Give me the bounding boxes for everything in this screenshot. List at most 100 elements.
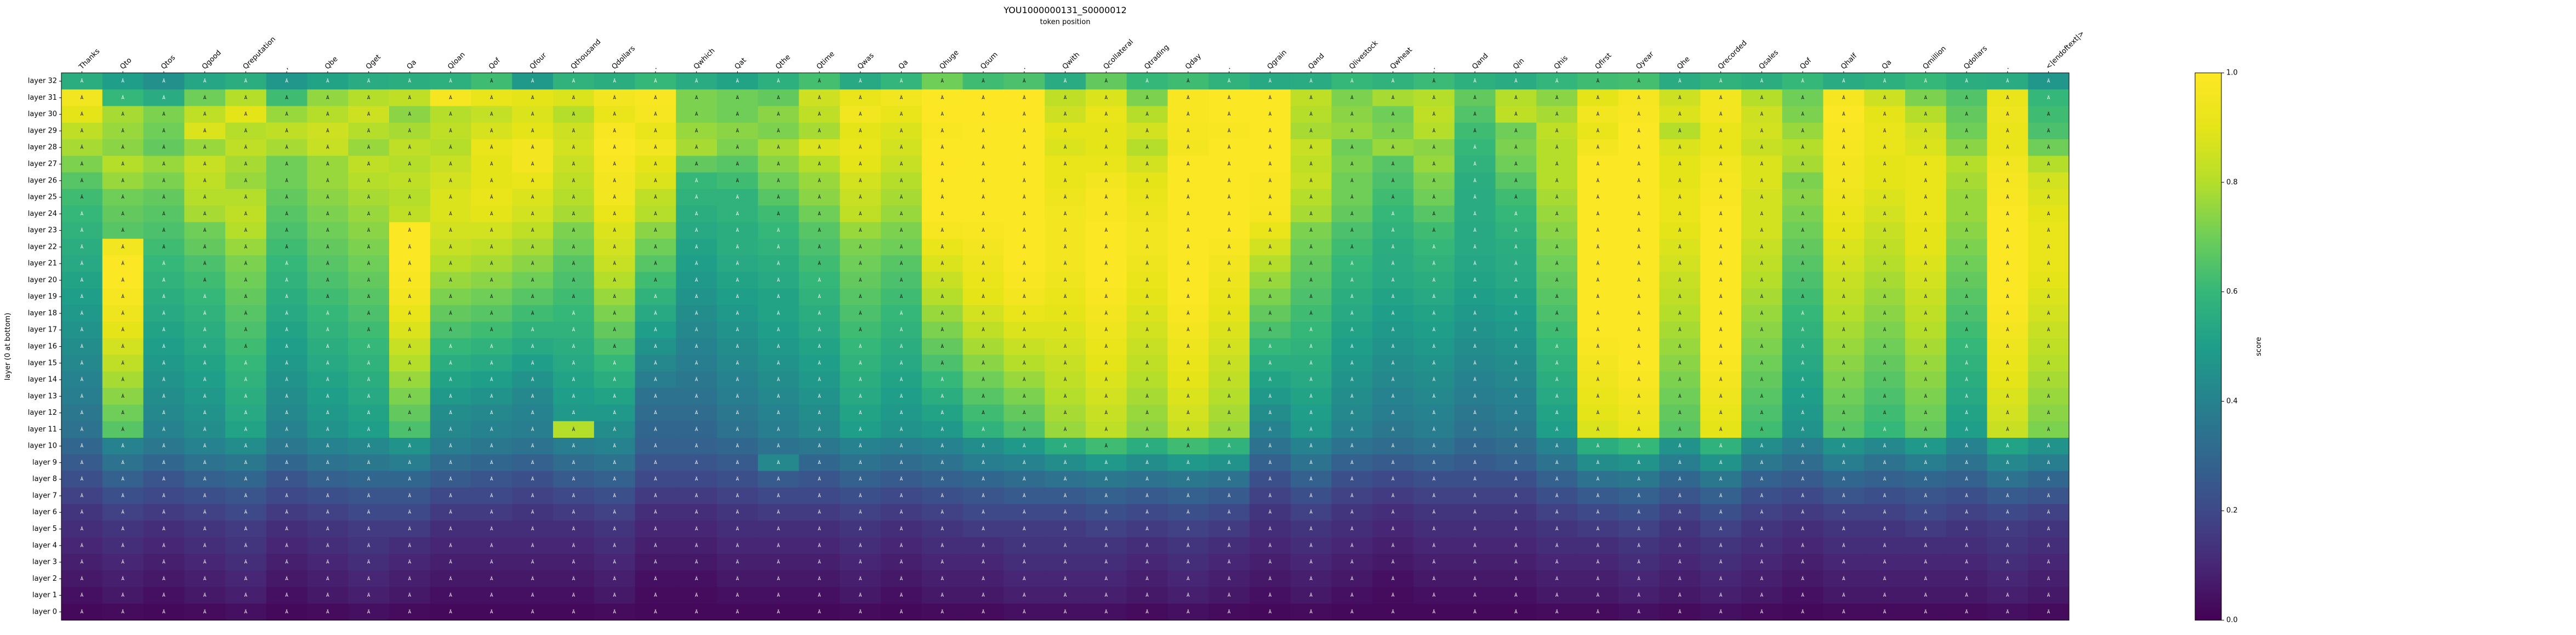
cell-label: Ä [941, 211, 944, 216]
cell-label: Ä [1145, 510, 1149, 515]
cell-label: Ä [1350, 510, 1354, 515]
heatmap-cell [840, 122, 881, 140]
cell-label: Ä [1473, 559, 1477, 565]
heatmap-cell [102, 106, 144, 123]
cell-label: Ä [1760, 261, 1764, 266]
cell-label: Ä [1064, 510, 1067, 515]
cell-label: Ä [1842, 443, 1845, 449]
cell-label: Ä [2047, 426, 2050, 432]
cell-label: Ä [408, 145, 412, 150]
heatmap-cell [1331, 106, 1373, 123]
cell-label: Ä [203, 327, 207, 333]
heatmap-cell [1454, 139, 1496, 156]
cell-label: Ä [1433, 443, 1436, 449]
heatmap-cell [1249, 188, 1291, 206]
cell-label: Ä [162, 161, 166, 167]
cell-label: Ä [2006, 344, 2009, 349]
cell-label: Ä [1678, 310, 1682, 316]
cell-label: Ä [244, 559, 248, 565]
cell-label: Ä [1145, 211, 1149, 216]
cell-label: Ä [1514, 261, 1518, 266]
heatmap-cell [1045, 188, 1086, 206]
cell-label: Ä [736, 493, 739, 498]
cell-label: Ä [1719, 377, 1723, 382]
cell-label: Ä [859, 78, 862, 84]
heatmap-cell [1987, 172, 2028, 190]
x-tick-label: Qtos [159, 54, 177, 71]
cell-label: Ä [244, 178, 248, 183]
cell-label: Ä [1269, 261, 1272, 266]
cell-label: Ä [982, 360, 985, 365]
cell-label: Ä [1350, 161, 1354, 167]
cell-label: Ä [695, 526, 698, 531]
cell-label: Ä [408, 393, 412, 399]
cell-label: Ä [1801, 476, 1804, 482]
cell-label: Ä [1228, 559, 1231, 565]
cell-label: Ä [1145, 178, 1149, 183]
cell-label: Ä [1105, 360, 1108, 365]
x-tick-label: Qand [1307, 52, 1326, 71]
heatmap-cell [1782, 73, 1823, 90]
cell-label: Ä [162, 360, 166, 365]
heatmap-cell [512, 106, 554, 123]
cell-label: Ä [203, 128, 207, 133]
cell-label: Ä [162, 460, 166, 465]
cell-label: Ä [818, 476, 821, 482]
cell-label: Ä [1965, 244, 1968, 249]
cell-label: Ä [1392, 111, 1395, 117]
y-tick-label: layer 20 [28, 276, 57, 284]
cell-label: Ä [326, 410, 329, 415]
cell-label: Ä [1145, 344, 1149, 349]
cell-label: Ä [1269, 576, 1272, 581]
cell-label: Ä [818, 261, 821, 266]
cell-label: Ä [121, 327, 124, 333]
cell-label: Ä [1678, 111, 1682, 117]
cell-label: Ä [244, 277, 248, 283]
cell-label: Ä [613, 294, 616, 299]
cell-label: Ä [1924, 78, 1928, 84]
cell-label: Ä [1433, 377, 1436, 382]
cell-label: Ä [941, 460, 944, 465]
cell-label: Ä [1637, 410, 1640, 415]
cell-label: Ä [1433, 261, 1436, 266]
cell-label: Ä [982, 211, 985, 216]
cell-label: Ä [1309, 128, 1313, 133]
heatmap-cell [102, 73, 144, 90]
cell-label: Ä [1145, 327, 1149, 333]
x-tick-label: Qhis [1553, 54, 1570, 71]
cell-label: Ä [367, 294, 371, 299]
cell-label: Ä [1228, 360, 1231, 365]
cell-label: Ä [900, 227, 903, 233]
cell-label: Ä [2006, 145, 2009, 150]
cell-label: Ä [572, 211, 575, 216]
cell-label: Ä [777, 310, 780, 316]
cell-label: Ä [1514, 111, 1518, 117]
cell-label: Ä [490, 576, 493, 581]
cell-label: Ä [818, 443, 821, 449]
cell-label: Ä [1719, 344, 1723, 349]
cell-label: Ä [1637, 310, 1640, 316]
cell-label: Ä [2006, 377, 2009, 382]
heatmap-cell [1987, 156, 2028, 173]
cell-label: Ä [1145, 377, 1149, 382]
cell-label: Ä [941, 227, 944, 233]
cell-label: Ä [736, 592, 739, 598]
colorbar-tick-label: 0.2 [2226, 507, 2238, 515]
heatmap-cell [1823, 188, 1865, 206]
cell-label: Ä [1309, 476, 1313, 482]
y-tick-label: layer 22 [28, 243, 57, 251]
heatmap-cell [2028, 106, 2070, 123]
cell-label: Ä [1309, 244, 1313, 249]
cell-label: Ä [162, 211, 166, 216]
cell-label: Ä [490, 510, 493, 515]
cell-label: Ä [1760, 310, 1764, 316]
cell-label: Ä [531, 277, 534, 283]
cell-label: Ä [449, 510, 452, 515]
cell-label: Ä [1597, 576, 1600, 581]
cell-label: Ä [1187, 542, 1190, 548]
cell-label: Ä [1350, 178, 1354, 183]
cell-label: Ä [695, 310, 698, 316]
cell-label: Ä [490, 410, 493, 415]
cell-label: Ä [285, 426, 288, 432]
cell-label: Ä [244, 211, 248, 216]
